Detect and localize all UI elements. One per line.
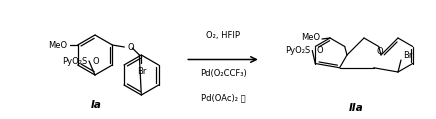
Text: MeO: MeO <box>48 40 68 50</box>
Text: O: O <box>376 47 383 57</box>
Text: O: O <box>127 42 134 52</box>
Text: O: O <box>92 57 99 65</box>
Text: IIa: IIa <box>349 103 363 113</box>
Text: Pd(OAc)₂ 或: Pd(OAc)₂ 或 <box>201 93 245 102</box>
Text: PyO₂S: PyO₂S <box>62 57 87 65</box>
Text: Br: Br <box>136 67 146 76</box>
Text: Ia: Ia <box>91 100 102 110</box>
Text: O: O <box>316 46 323 55</box>
Text: O₂, HFIP: O₂, HFIP <box>206 31 240 40</box>
Text: MeO: MeO <box>301 34 320 42</box>
Text: Pd(O₂CCF₃): Pd(O₂CCF₃) <box>200 69 247 78</box>
Text: PyO₂S: PyO₂S <box>285 46 310 55</box>
Text: Br: Br <box>403 52 412 60</box>
